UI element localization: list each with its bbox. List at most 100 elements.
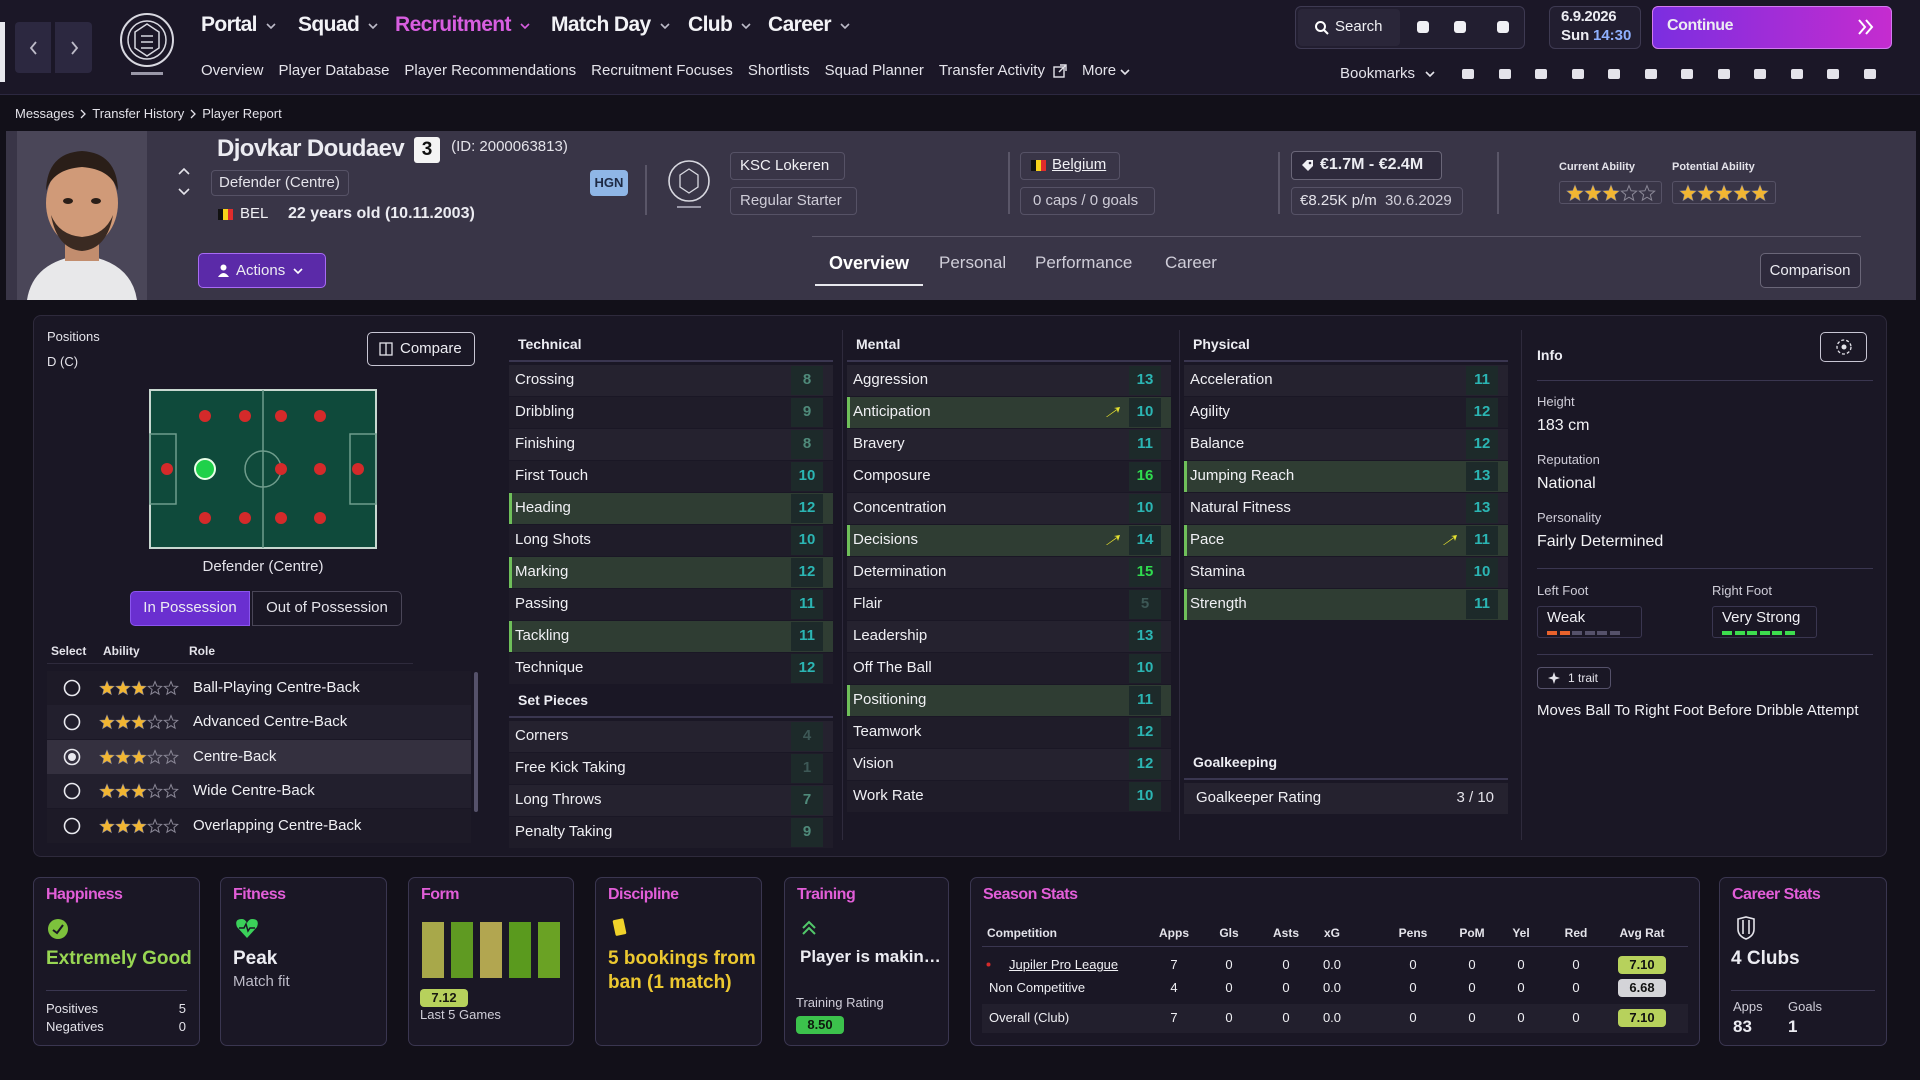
- info-settings-icon: [1836, 339, 1852, 355]
- club-crest: [120, 13, 174, 75]
- season-header: Red: [1564, 926, 1588, 940]
- attribute-value: 10: [1473, 563, 1491, 580]
- toolbar-icon: [1417, 21, 1429, 33]
- day: Sun: [1561, 27, 1590, 44]
- attribute-name: Work Rate: [853, 787, 924, 804]
- sub-menu-item[interactable]: Shortlists: [747, 62, 810, 79]
- attribute-value: 8: [802, 371, 812, 388]
- training-icon: [802, 920, 816, 935]
- club-box: [730, 152, 845, 180]
- role-name[interactable]: Overlapping Centre-Back: [193, 816, 362, 834]
- attribute-value-box: [791, 622, 823, 651]
- role-name[interactable]: Advanced Centre-Back: [193, 713, 348, 731]
- competition-name[interactable]: Jupiler Pro League: [1009, 957, 1119, 972]
- info-value: National: [1537, 475, 1596, 492]
- season-cell: 0: [1517, 1010, 1525, 1025]
- profile-tab[interactable]: Overview: [829, 253, 910, 273]
- attribute-name: Stamina: [1190, 563, 1246, 580]
- attribute-value: 12: [1136, 723, 1154, 740]
- attribute-value: 1: [802, 759, 812, 776]
- attribute-value-box: [1129, 398, 1161, 427]
- forward-button[interactable]: [55, 22, 92, 73]
- toggle-label[interactable]: In Possession: [143, 599, 237, 616]
- attribute-row: [847, 557, 1171, 588]
- attribute-value: 8: [802, 435, 812, 452]
- attribute-value: 11: [1137, 691, 1153, 708]
- comparison-label[interactable]: Comparison: [1769, 262, 1851, 279]
- season-cell: 0.0: [1322, 957, 1342, 972]
- attribute-value: 13: [1136, 627, 1154, 644]
- attribute-row: [509, 397, 833, 428]
- sub-menu-item[interactable]: Squad Planner: [824, 62, 924, 79]
- bookmark-icon: [1863, 69, 1876, 79]
- training-text: Player is makin…: [800, 947, 941, 966]
- stat-label: Positives: [46, 1001, 99, 1016]
- main-menu-item[interactable]: Squad: [298, 13, 360, 36]
- continue-button[interactable]: [1652, 6, 1892, 49]
- role-name[interactable]: Wide Centre-Back: [193, 782, 315, 800]
- info-label: Reputation: [1537, 452, 1600, 467]
- column-divider: [842, 330, 843, 840]
- toggle-in[interactable]: [130, 591, 250, 626]
- back-button[interactable]: [15, 22, 51, 73]
- search-field[interactable]: [1298, 9, 1400, 46]
- attribute-value-box: [1466, 494, 1498, 523]
- sub-menu-item[interactable]: Transfer Activity: [938, 62, 1045, 79]
- season-cell: 0: [1225, 957, 1233, 972]
- training-rating-pill: [796, 1016, 844, 1034]
- main-menu-item[interactable]: Match Day: [551, 13, 651, 36]
- foot-strength-segment: [1747, 631, 1757, 635]
- breadcrumb-item[interactable]: Transfer History: [92, 106, 185, 121]
- compare-button[interactable]: [367, 332, 475, 366]
- attribute-row: [1184, 525, 1508, 556]
- attribute-row: [509, 817, 833, 848]
- card-title: Discipline: [608, 886, 679, 903]
- attribute-group-title: Technical: [518, 336, 582, 352]
- actions-label[interactable]: Actions: [236, 262, 286, 279]
- chevron-icon: [368, 23, 378, 30]
- sub-menu-item[interactable]: More: [1081, 62, 1117, 79]
- attribute-trend-arrow: [1443, 535, 1457, 545]
- main-menu-item[interactable]: Career: [768, 13, 832, 36]
- role-name[interactable]: Centre-Back: [193, 747, 277, 765]
- bookmark-icon: [1827, 69, 1839, 79]
- comparison-button[interactable]: [1760, 253, 1861, 288]
- breadcrumb-item[interactable]: Messages: [15, 106, 75, 121]
- attribute-value: 16: [1136, 467, 1154, 484]
- attribute-trend-arrow: [1106, 535, 1120, 545]
- country-name[interactable]: Belgium: [1052, 156, 1107, 173]
- info-title: Info: [1537, 347, 1563, 363]
- pa-box: [1672, 181, 1776, 204]
- main-menu-item[interactable]: Club: [688, 13, 733, 36]
- form-bar: [538, 922, 560, 978]
- bookmarks-label[interactable]: Bookmarks: [1340, 65, 1416, 82]
- compare-label[interactable]: Compare: [400, 340, 462, 357]
- attribute-row: [847, 365, 1171, 396]
- profile-tab[interactable]: Personal: [939, 253, 1007, 272]
- role-stars: [99, 680, 179, 696]
- sub-menu-item[interactable]: Player Database: [278, 62, 390, 79]
- toggle-out[interactable]: [252, 591, 402, 626]
- sub-menu-item[interactable]: Player Recommendations: [404, 62, 577, 79]
- club-name[interactable]: KSC Lokeren: [740, 157, 830, 174]
- nationality: BEL: [240, 205, 269, 222]
- season-cell: 0.0: [1322, 980, 1342, 995]
- sub-menu-item[interactable]: Recruitment Focuses: [591, 62, 733, 79]
- continue-label[interactable]: Continue: [1667, 17, 1734, 34]
- competition-name: Non Competitive: [989, 980, 1086, 995]
- actions-button[interactable]: [198, 253, 326, 288]
- card-title: Season Stats: [983, 886, 1078, 903]
- profile-tab[interactable]: Career: [1165, 253, 1217, 272]
- attribute-group-rule: [1184, 360, 1508, 362]
- attribute-group-rule: [509, 360, 833, 362]
- search-label[interactable]: Search: [1335, 18, 1383, 35]
- main-menu-item[interactable]: Portal: [201, 13, 258, 36]
- role-name[interactable]: Ball-Playing Centre-Back: [193, 679, 360, 696]
- profile-tab[interactable]: Performance: [1035, 253, 1133, 272]
- attribute-group-title: Set Pieces: [518, 692, 589, 708]
- toggle-label[interactable]: Out of Possession: [266, 599, 388, 616]
- main-menu-item[interactable]: Recruitment: [395, 13, 512, 36]
- sub-menu-item[interactable]: Overview: [201, 62, 264, 79]
- attribute-row: [509, 785, 833, 816]
- info-settings-button[interactable]: [1820, 332, 1867, 362]
